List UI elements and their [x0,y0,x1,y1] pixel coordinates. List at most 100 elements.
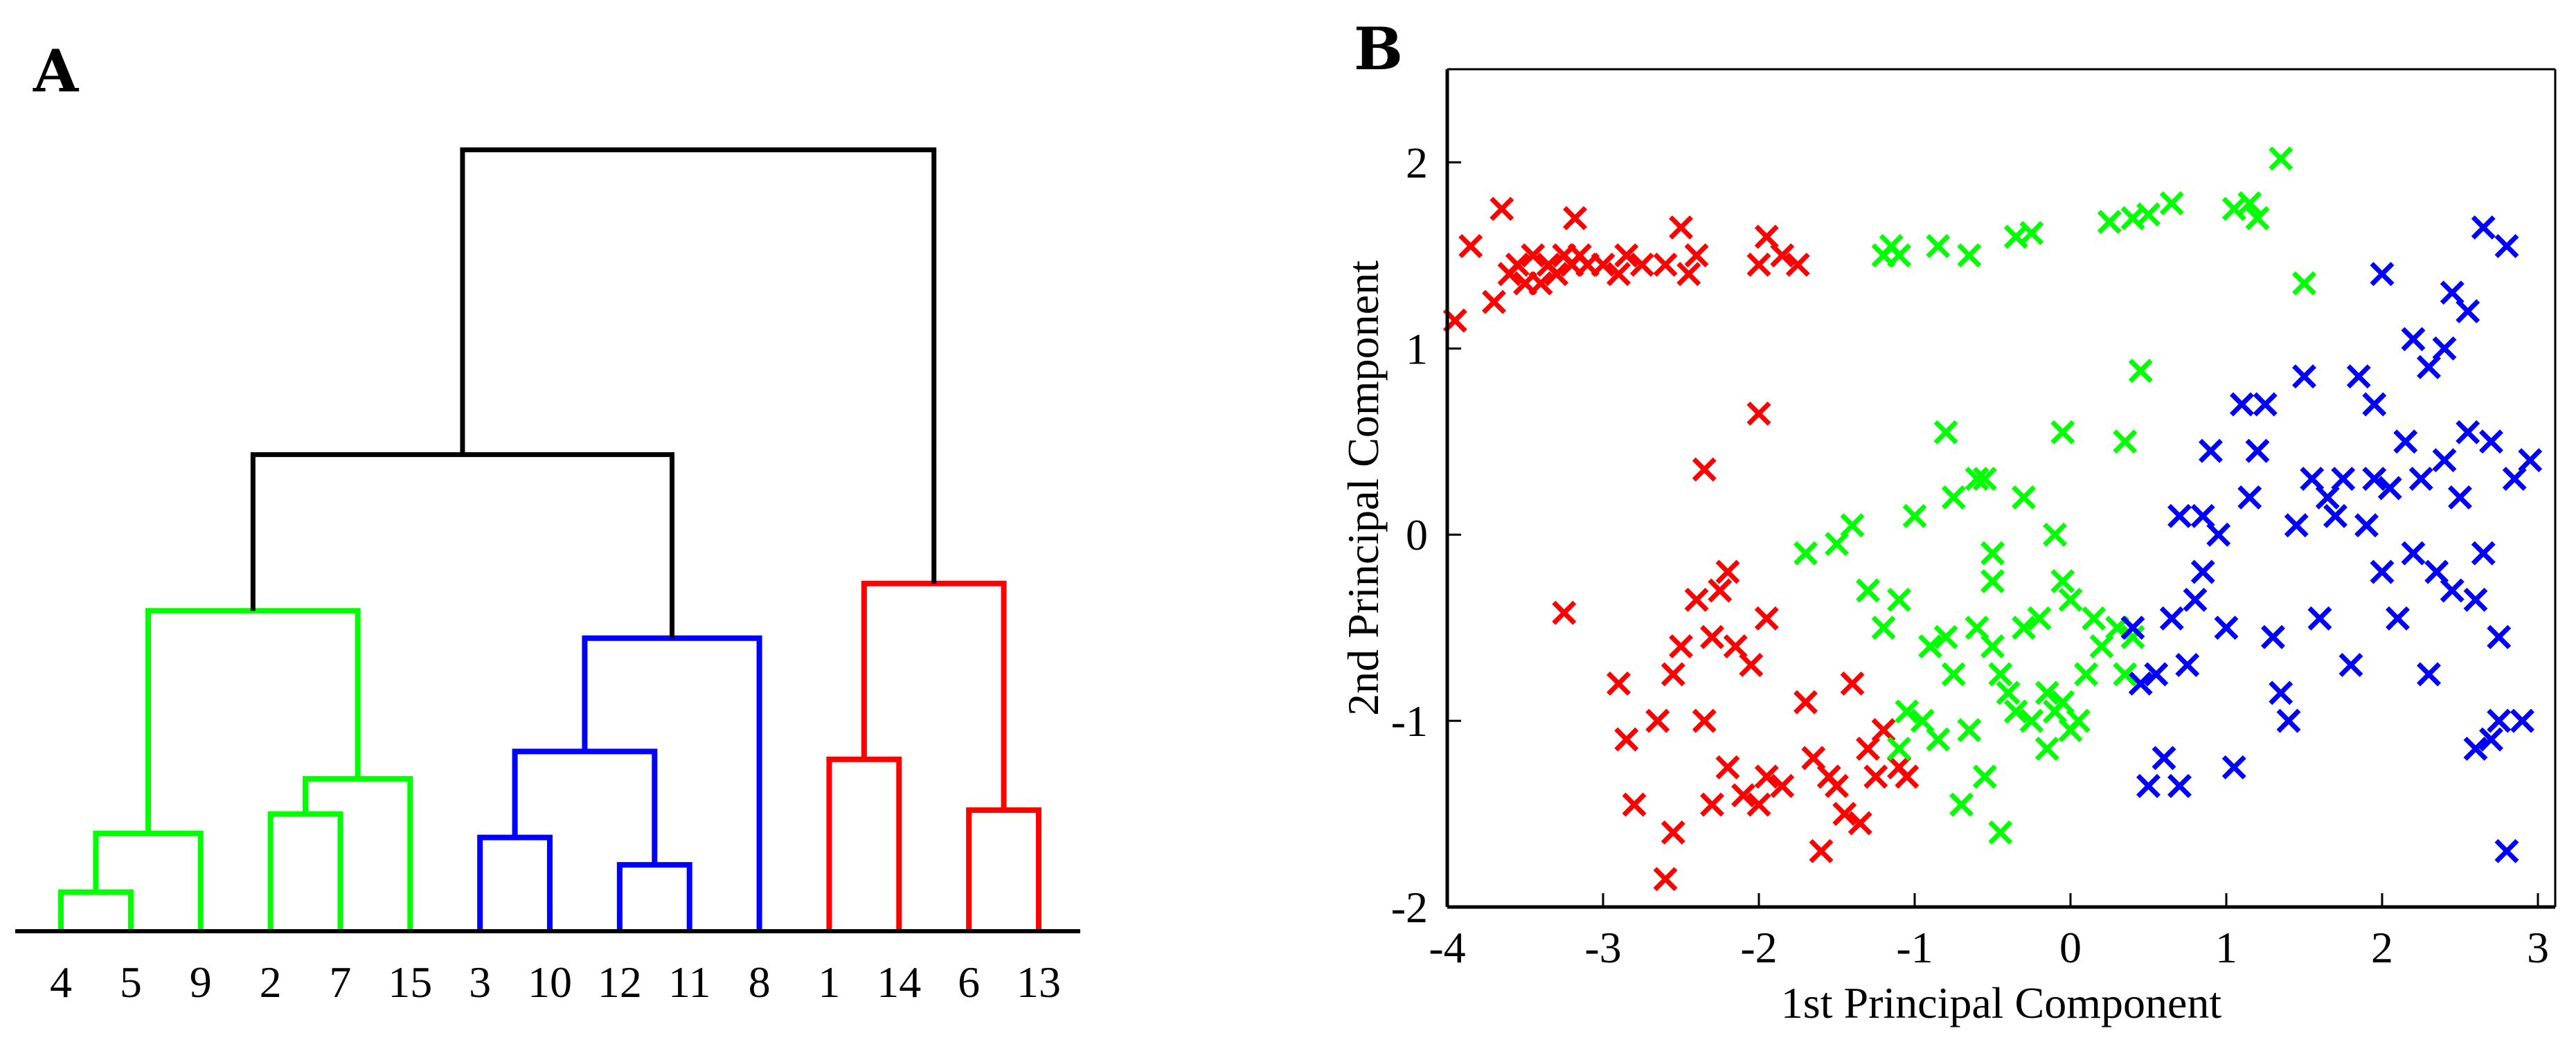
point-red-43 [1715,559,1740,584]
point-blue-63 [2432,448,2457,473]
point-blue-3 [2152,746,2176,771]
y-tick-label: -1 [1391,697,1428,746]
point-blue-52 [2510,708,2534,733]
point-red-24 [1746,252,1771,277]
point-blue-2 [2144,662,2169,687]
point-green-66 [2034,736,2059,761]
point-red-10 [1544,262,1568,287]
point-green-47 [2034,681,2059,706]
point-blue-9 [2183,587,2208,612]
point-red-51 [1770,773,1795,798]
point-blue-44 [2448,485,2472,510]
point-red-46 [1731,783,1755,808]
point-green-37 [1933,625,1958,649]
point-blue-13 [2206,522,2231,547]
scatter-axes [1445,68,2557,909]
point-blue-30 [2338,652,2363,677]
leaf-label-6: 6 [958,958,980,1007]
point-red-23 [1684,243,1709,268]
point-red-30 [1552,600,1577,625]
point-green-28 [1902,503,1927,528]
dendrogram-link-r2 [966,807,1041,931]
x-axis-title: 1st Principal Component [1781,978,2222,1027]
point-green-9 [2136,202,2161,227]
point-red-1 [1458,233,1483,258]
point-green-38 [1941,662,1966,687]
point-red-18 [1614,243,1639,268]
point-blue-11 [2190,559,2215,584]
point-blue-50 [2494,233,2519,258]
point-blue-57 [2494,838,2519,863]
point-blue-65 [2471,541,2496,566]
point-red-49 [1754,764,1779,789]
point-red-39 [1684,587,1709,612]
leaf-label-1: 1 [818,958,840,1007]
point-blue-31 [2346,364,2371,389]
point-green-62 [1887,736,1911,761]
point-green-4 [1957,243,1982,268]
point-blue-53 [2518,448,2543,473]
point-blue-23 [2284,513,2309,538]
point-green-31 [2012,485,2036,510]
point-red-21 [1669,215,1693,240]
point-green-64 [2058,718,2083,743]
point-green-23 [1794,541,1818,566]
point-green-51 [2074,662,2098,687]
point-red-3 [1490,197,1514,222]
point-green-60 [1949,792,1974,817]
point-green-45 [2019,708,2044,733]
point-blue-42 [2432,336,2457,361]
dendrogram-link-g1 [58,889,134,931]
point-red-42 [1708,578,1733,603]
point-red-54 [1809,838,1834,863]
point-blue-54 [2463,736,2488,761]
dendrogram-link-b1 [477,834,553,931]
point-red-2 [1482,289,1506,314]
dendrogram-link-g2 [93,830,204,931]
point-blue-32 [2354,513,2379,538]
point-red-7 [1521,243,1546,268]
point-red-38 [1669,634,1693,659]
leaf-label-8: 8 [749,958,771,1007]
point-green-3 [1926,233,1951,258]
point-green-30 [1980,568,2005,593]
point-green-52 [2082,606,2107,631]
point-green-41 [1988,662,2013,687]
point-green-42 [1996,681,2021,706]
leaf-label-3: 3 [469,958,491,1007]
y-axis-title: 2nd Principal Component [1339,260,1388,716]
dendrogram-link-R [861,580,1007,811]
point-red-16 [1591,252,1616,277]
point-green-44 [2012,616,2036,640]
point-blue-7 [2167,503,2192,528]
point-blue-6 [2167,773,2192,798]
point-green-2 [1887,243,1911,268]
point-blue-29 [2331,467,2356,492]
point-blue-48 [2479,429,2503,454]
point-green-6 [2019,221,2044,246]
x-tick-label: 3 [2527,923,2549,972]
point-red-41 [1700,625,1724,649]
point-green-27 [1887,587,1911,612]
point-blue-5 [2159,606,2184,631]
point-red-13 [1563,206,1587,231]
point-green-7 [2097,210,2122,234]
point-blue-62 [2440,280,2465,305]
point-green-57 [1926,727,1951,752]
point-red-28 [1746,401,1771,426]
point-green-43 [2003,699,2028,724]
dendrogram-link-g4 [303,775,413,931]
point-blue-35 [2377,476,2402,501]
point-blue-34 [2370,262,2395,287]
point-blue-28 [2323,503,2347,528]
point-red-58 [1840,671,1865,696]
point-blue-55 [2479,727,2503,752]
leaf-label-15: 15 [388,958,432,1007]
point-red-29 [1692,457,1717,482]
x-tick-label: 0 [2059,923,2082,972]
leaf-label-14: 14 [877,958,921,1007]
point-green-35 [1871,616,1896,640]
point-green-58 [1957,718,1982,743]
point-blue-45 [2456,420,2480,444]
dendrogram-link-K2 [460,147,937,584]
